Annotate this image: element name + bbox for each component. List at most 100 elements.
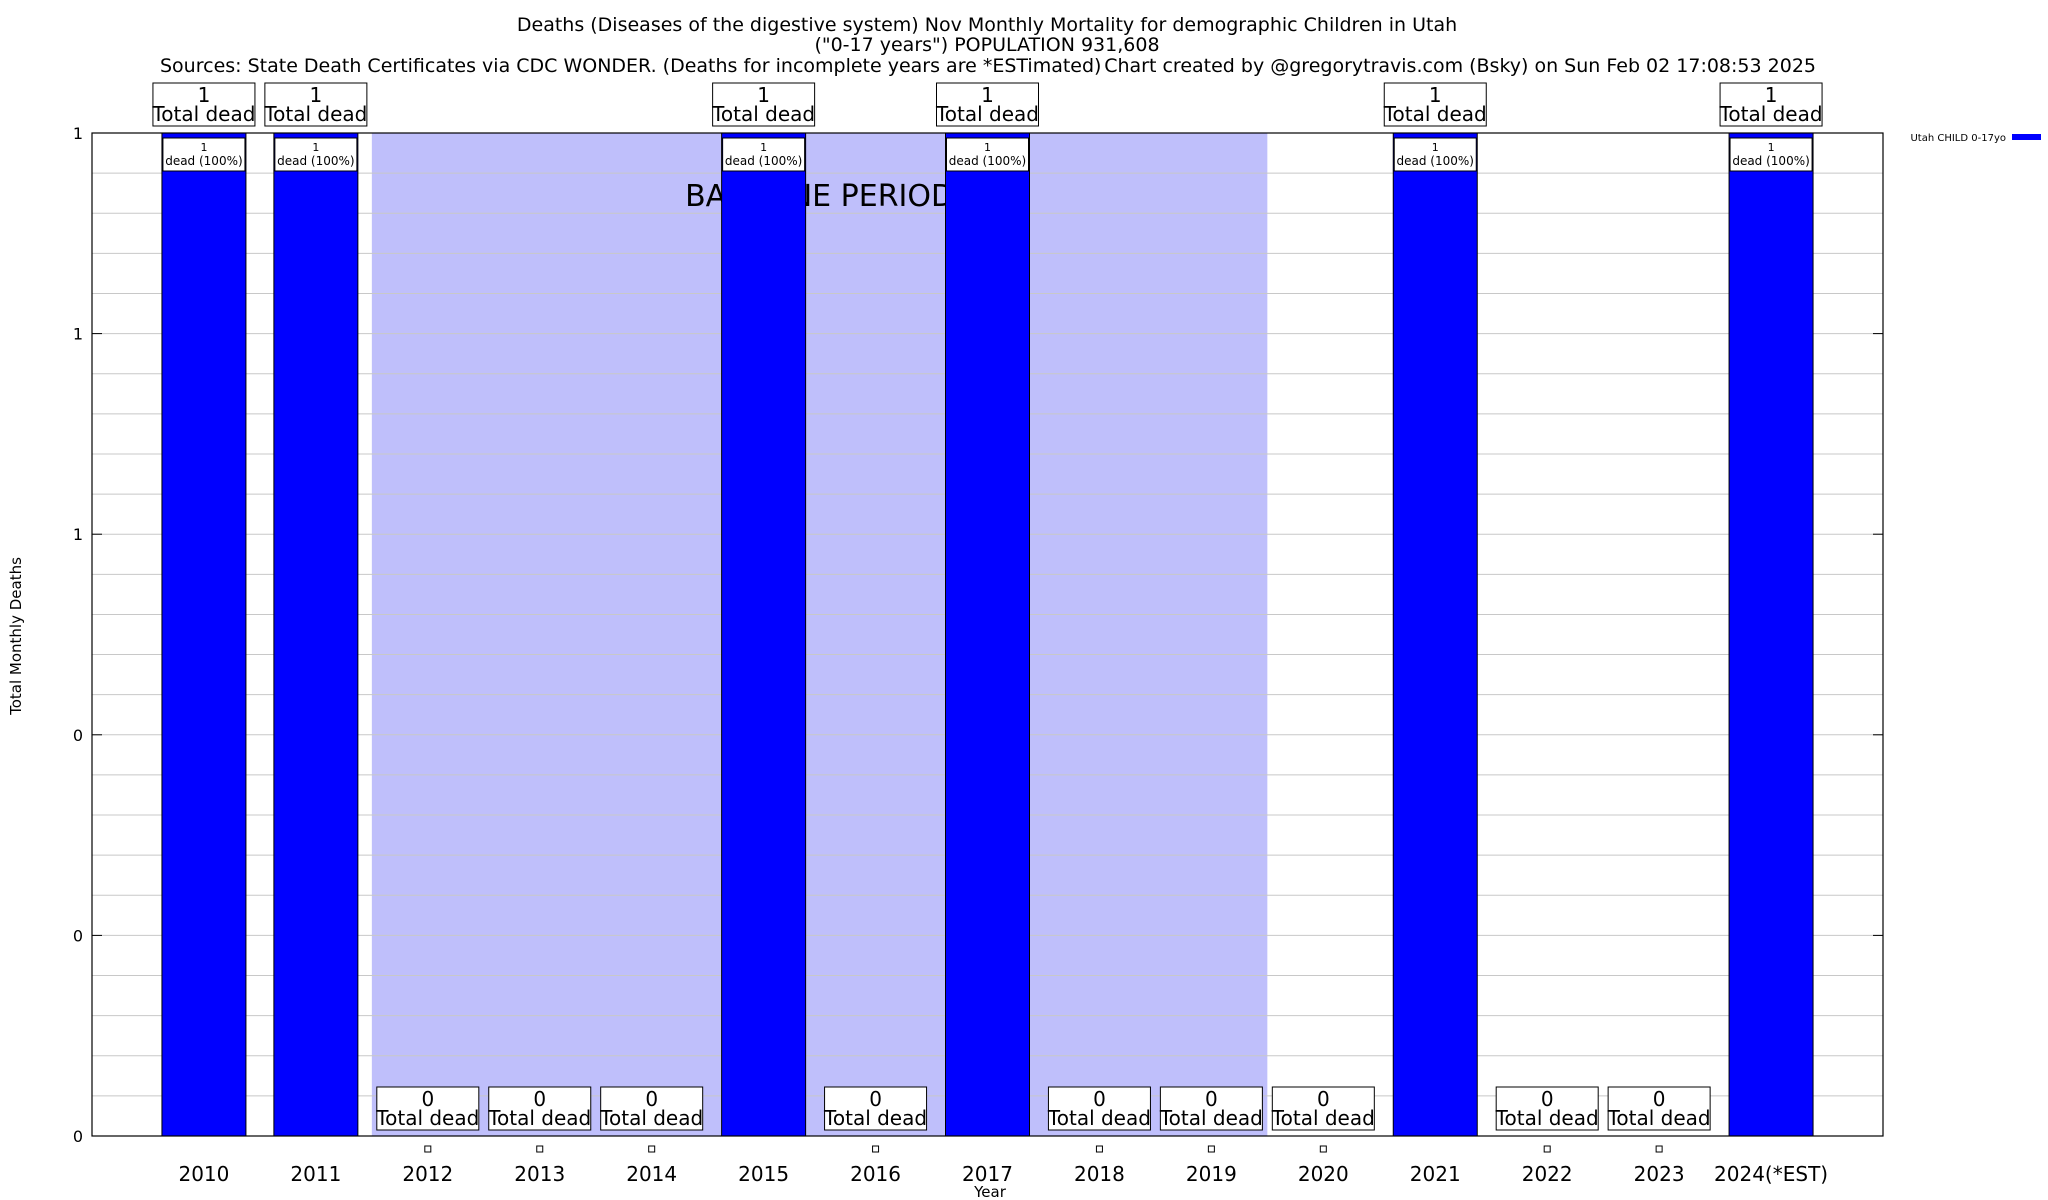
bar-series (161, 132, 1814, 1137)
total-label-value: 1 (981, 83, 994, 107)
total-label-value: 0 (1205, 1087, 1218, 1111)
total-label-text: Total dead (1607, 1106, 1711, 1130)
total-label-box (824, 1086, 928, 1131)
legend-label: Utah CHILD 0-17yo (1910, 133, 2006, 144)
x-tick-label: 2019 (1186, 1162, 1237, 1186)
total-label-box (1271, 1086, 1375, 1131)
total-label-text: Total dead (823, 1106, 927, 1130)
x-tick-label: 2023 (1634, 1162, 1685, 1186)
bar-label-share: dead (100%) (725, 154, 802, 168)
total-label-text: Total dead (599, 1106, 703, 1130)
x-tick-label: 2020 (1298, 1162, 1349, 1186)
bar (1728, 132, 1814, 1137)
y-tick-label: 1 (73, 325, 83, 344)
chart-title-line1: Deaths (Diseases of the digestive system… (517, 14, 1457, 36)
total-label-value: 0 (421, 1087, 434, 1111)
total-label-value: 0 (869, 1087, 882, 1111)
zero-marker (1095, 1145, 1103, 1153)
x-tick-label: 2018 (1074, 1162, 1125, 1186)
x-tick-label: 2021 (1410, 1162, 1461, 1186)
x-tick-label: 2013 (514, 1162, 565, 1186)
chart-title-line2: ("0-17 years") POPULATION 931,608 (814, 34, 1159, 56)
total-label-value: 1 (1429, 83, 1442, 107)
total-label-text: Total dead (263, 102, 367, 126)
x-tick-label: 2024(*EST) (1714, 1162, 1828, 1186)
zero-marker (648, 1145, 656, 1153)
bar (273, 132, 359, 1137)
x-tick-label: 2011 (290, 1162, 341, 1186)
zero-marker (1655, 1145, 1663, 1153)
total-label-text: Total dead (151, 102, 255, 126)
legend: Utah CHILD 0-17yo (1910, 133, 2041, 144)
bar-label-value: 1 (200, 141, 207, 154)
total-label-box (712, 82, 816, 127)
bar-label-box (274, 137, 358, 172)
total-label-box (152, 82, 256, 127)
total-label-value: 1 (310, 83, 323, 107)
bar-label-value: 1 (1432, 141, 1439, 154)
baseline-region (371, 133, 1268, 1136)
total-label-text: Total dead (1719, 102, 1823, 126)
bar-label-box (946, 137, 1029, 172)
zero-marker (424, 1145, 432, 1153)
y-axis-label: Total Monthly Deaths (7, 557, 25, 716)
zero-marker (1319, 1145, 1327, 1153)
bar (161, 132, 247, 1137)
total-label-value: 1 (198, 83, 211, 107)
total-label-value: 1 (1765, 83, 1778, 107)
total-label-box (1607, 1086, 1711, 1131)
baseline-band: BASELINE PERIOD (371, 133, 1268, 1136)
bar-label-value: 1 (312, 141, 319, 154)
bar (945, 132, 1030, 1137)
total-label-value: 0 (645, 1087, 658, 1111)
bar-label-share: dead (100%) (165, 154, 242, 168)
total-label-value: 0 (1317, 1087, 1330, 1111)
total-label-text: Total dead (1383, 102, 1487, 126)
bar-label-share: dead (100%) (949, 154, 1026, 168)
total-label-text: Total dead (1495, 1106, 1599, 1130)
bar-label-box (722, 137, 806, 172)
total-label-text: Total dead (487, 1106, 591, 1130)
total-label-box (376, 1086, 480, 1131)
total-label-box (1047, 1086, 1151, 1131)
axes: 0 0 0 1 1 1 2010 2011 2012 2013 2014 2015 2016 2017 20… (73, 124, 1884, 1186)
total-label-box (264, 82, 368, 127)
total-label-text: Total dead (935, 102, 1039, 126)
total-label-text: Total dead (1047, 1106, 1151, 1130)
bar-label-box (1393, 137, 1477, 172)
bar-label-box (1729, 137, 1813, 172)
total-label-text: Total dead (375, 1106, 479, 1130)
sources-note: Sources: State Death Certificates via CD… (160, 55, 1101, 77)
total-label-value: 0 (1541, 1087, 1554, 1111)
legend-swatch (2012, 134, 2041, 140)
bar-label-share: dead (100%) (277, 154, 354, 168)
bar (1392, 132, 1478, 1137)
y-tick-label: 1 (73, 124, 83, 143)
zero-marker (1543, 1145, 1551, 1153)
x-tick-label: 2022 (1522, 1162, 1573, 1186)
x-tick-label: 2012 (402, 1162, 453, 1186)
bar-label-share: dead (100%) (1732, 154, 1809, 168)
total-label-box (1383, 82, 1487, 127)
total-label-box (488, 1086, 592, 1131)
total-label-value: 0 (533, 1087, 546, 1111)
x-tick-label: 2010 (178, 1162, 229, 1186)
total-label-value: 1 (757, 83, 770, 107)
bar-label-share: dead (100%) (1397, 154, 1474, 168)
bar-label-value: 1 (984, 141, 991, 154)
bar-label-value: 1 (1768, 141, 1775, 154)
x-tick-label: 2015 (738, 1162, 789, 1186)
y-tick-label: 0 (73, 926, 83, 945)
total-label-text: Total dead (1159, 1106, 1263, 1130)
total-label-box (936, 82, 1039, 127)
plot-frame (91, 132, 1884, 1137)
bar-label-value: 1 (760, 141, 767, 154)
bar (721, 132, 807, 1137)
y-tick-label: 1 (73, 525, 83, 544)
bar-label-box (162, 137, 246, 172)
y-tick-label: 0 (73, 726, 83, 745)
x-axis-label: Year (973, 1183, 1007, 1200)
x-tick-label: 2014 (626, 1162, 677, 1186)
